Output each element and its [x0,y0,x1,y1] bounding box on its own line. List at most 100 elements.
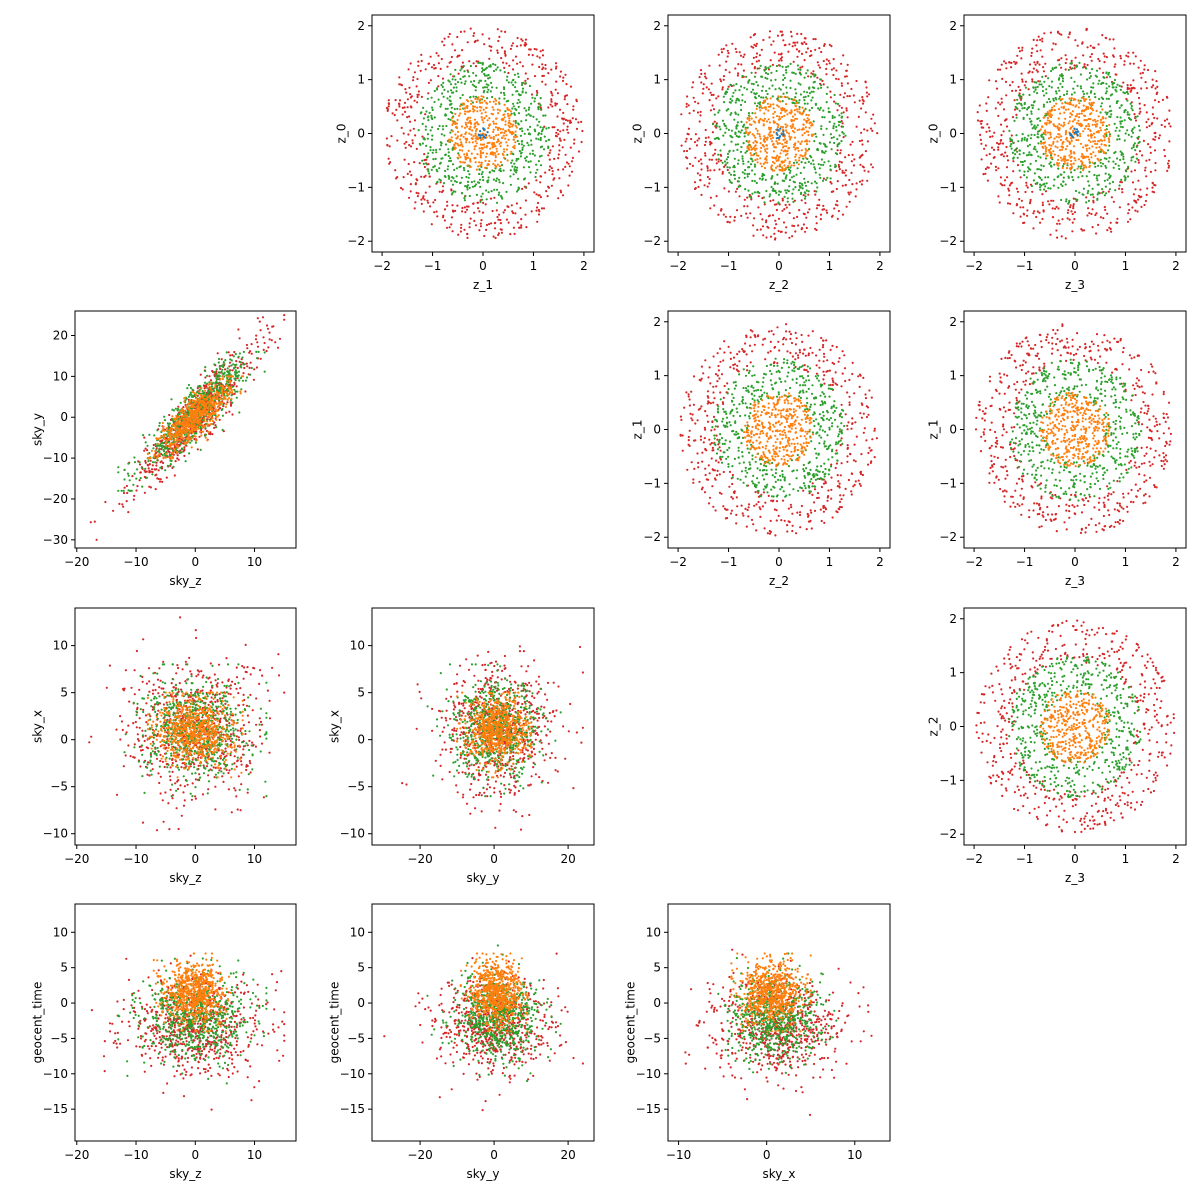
data-point [724,68,727,71]
data-point [507,221,510,224]
data-point [235,360,238,363]
data-point [476,39,479,42]
data-point [470,102,473,105]
data-point [785,191,788,194]
data-point [441,92,444,95]
data-point [431,126,434,129]
data-point [792,71,795,74]
data-point [1085,67,1088,70]
data-point [1030,104,1033,107]
data-point [769,193,772,196]
data-point [416,77,419,81]
data-point [494,63,497,66]
data-point [1016,164,1020,167]
data-point [1153,149,1157,152]
data-point [480,146,483,149]
data-point [755,42,759,45]
data-point [736,143,740,146]
data-point [1108,38,1111,41]
data-point [562,122,565,125]
data-point [721,86,724,89]
data-point [758,119,761,122]
data-point [719,159,723,162]
data-point [1044,176,1047,179]
data-point [509,183,512,186]
data-point [472,71,475,75]
data-point [860,139,864,142]
data-point [777,217,781,220]
data-point [432,201,435,204]
data-point [549,149,552,152]
data-point [814,38,817,41]
data-point [1058,127,1061,130]
data-point [479,151,482,155]
data-point [779,169,783,172]
data-point [530,210,533,213]
data-point [728,171,731,174]
data-point [1157,137,1161,140]
data-point [256,317,259,320]
data-point [772,40,775,43]
data-point [459,96,462,100]
data-point [1039,183,1042,186]
data-point [762,38,765,42]
data-point [458,149,461,152]
data-point [1089,152,1092,155]
data-point [818,173,821,176]
data-point [790,176,794,179]
data-point [465,205,469,208]
data-point [516,36,519,40]
data-point [988,129,991,133]
series-1 [1008,61,1141,205]
data-point [1064,133,1067,136]
data-point [779,112,783,115]
data-point [1102,81,1105,85]
data-point [847,191,850,194]
data-point [772,107,775,110]
data-point [1069,62,1072,65]
data-point [516,90,519,93]
data-point [1037,108,1040,111]
data-point [1026,186,1029,189]
data-point [780,133,783,136]
data-point [516,166,519,169]
data-point [1092,201,1095,204]
y-axis-label: z_0 [631,124,645,144]
data-point [450,89,453,92]
data-point [794,72,797,75]
data-point [823,161,826,164]
data-point [440,83,443,87]
data-point [751,112,754,115]
data-point [1079,99,1082,102]
data-point [482,135,485,138]
data-point [408,143,411,147]
data-point [722,213,725,216]
data-point [1063,121,1066,124]
data-point [1099,216,1102,219]
data-point [763,140,767,143]
data-point [728,179,731,182]
data-point [231,354,234,357]
data-point [1054,125,1057,128]
data-point [771,160,775,164]
data-point [525,114,528,117]
data-point [786,200,789,203]
data-point [1057,108,1061,111]
data-point [821,208,824,211]
data-point [1134,160,1137,163]
data-point [1039,156,1042,159]
data-point [1071,175,1074,179]
data-point [1036,92,1039,95]
data-point [814,168,817,171]
data-point [1078,116,1081,119]
data-point [1131,128,1134,131]
data-point [1041,37,1044,40]
data-point [686,132,689,135]
data-point [1077,130,1080,133]
data-point [1023,138,1026,141]
data-point [385,106,388,110]
data-point [770,137,773,140]
data-point [1085,28,1088,32]
data-point [1014,153,1017,156]
data-point [388,162,391,165]
